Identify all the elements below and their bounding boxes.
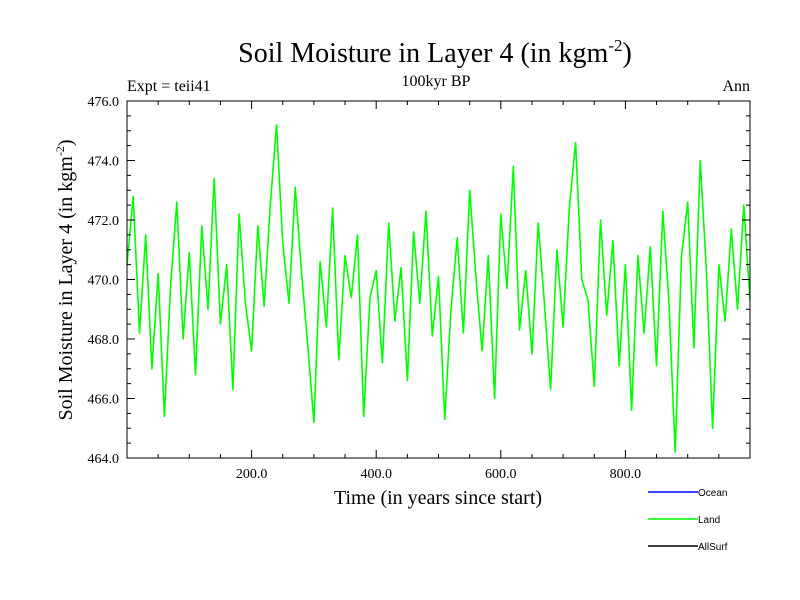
y-tick-label: 466.0 [88,393,120,408]
y-tick-label: 464.0 [88,452,120,467]
legend-label-land: Land [698,515,720,526]
y-tick-label: 476.0 [88,95,120,110]
x-tick-label: 200.0 [236,467,268,482]
chart-subtitle: 100kyr BP [402,73,471,90]
plot-area: 464.0 466.0 468.0 470.0 472.0 474.0 476.0 200.0… [88,95,751,482]
x-axis-label: Time (in years since start) [334,487,542,509]
legend-label-allsurf: AllSurf [698,542,728,553]
legend: Ocean Land AllSurf [648,488,728,553]
y-tick-label: 474.0 [88,155,120,170]
series-line-land [126,124,751,453]
chart-title: Soil Moisture in Layer 4 (in kgm-2) [238,36,632,69]
season-label: Ann [722,78,750,95]
x-tick-label: 600.0 [485,467,517,482]
experiment-label: Expt = teii41 [127,78,211,95]
y-axis-label-superscript: -2 [53,146,67,156]
chart-title-superscript: -2 [608,36,622,55]
x-tick-label: 400.0 [360,467,392,482]
y-tick-label: 472.0 [88,214,120,229]
legend-label-ocean: Ocean [698,488,727,499]
y-tick-label: 468.0 [88,333,120,348]
y-tick-label: 470.0 [88,274,120,289]
y-axis-label: Soil Moisture in Layer 4 (in kgm-2) [53,139,77,420]
x-tick-label: 800.0 [610,467,642,482]
